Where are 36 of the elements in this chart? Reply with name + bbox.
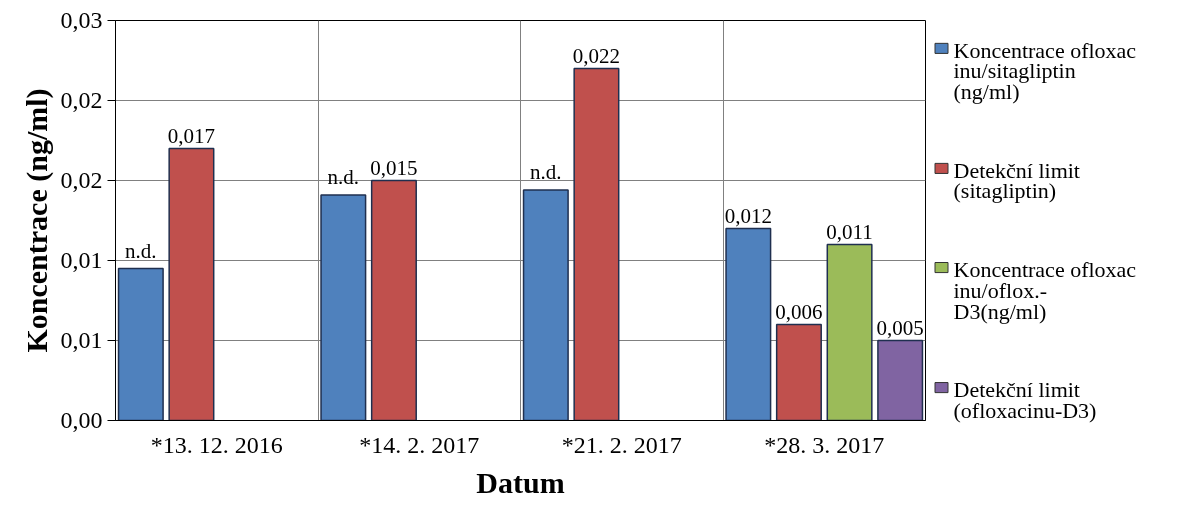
legend-label: Detekční limit (sitagliptin) — [953, 157, 1080, 204]
legend-label: Koncentrace ofloxacinu/sitagliptin (ng/ml) — [953, 37, 1137, 105]
y-tick-label: 0,02 — [60, 167, 103, 193]
bar — [826, 243, 873, 421]
legend-label: Detekční limit (ofloxacinu-D3) — [953, 376, 1097, 423]
data-label: 0,006 — [775, 299, 823, 324]
bar — [320, 194, 367, 421]
x-tick-label: *28. 3. 2017 — [764, 431, 885, 458]
bar — [725, 227, 772, 421]
bar — [775, 323, 822, 421]
data-label: 0,005 — [876, 315, 924, 340]
data-label: 0,022 — [572, 43, 621, 68]
data-label: 0,017 — [167, 123, 216, 148]
data-label: 0,012 — [724, 203, 772, 228]
data-label: n.d. — [125, 238, 157, 263]
y-tick-label: 0,01 — [60, 327, 103, 353]
y-tick-label: 0,03 — [60, 7, 103, 33]
y-tick-label: 0,00 — [60, 407, 103, 433]
bar — [522, 189, 569, 421]
bar — [168, 147, 215, 421]
x-tick-label: *21. 2. 2017 — [561, 431, 682, 458]
bar — [117, 267, 164, 421]
data-label: n.d. — [530, 160, 562, 185]
data-label: 0,011 — [826, 219, 873, 244]
bar — [573, 67, 620, 421]
x-tick-label: *14. 2. 2017 — [359, 431, 480, 458]
data-label: 0,015 — [370, 155, 418, 180]
y-tick-label: 0,01 — [60, 247, 103, 273]
x-axis-title: Datum — [476, 465, 565, 499]
y-tick-label: 0,02 — [60, 87, 103, 113]
y-axis-title: Koncentrace (ng/ml) — [19, 88, 54, 353]
legend-label: Koncentrace ofloxacinu/oflox.-D3(ng/ml) — [953, 256, 1137, 324]
x-tick-label: *13. 12. 2016 — [150, 431, 283, 458]
data-label: n.d. — [327, 164, 360, 189]
bar — [877, 339, 924, 421]
bar — [370, 179, 417, 421]
